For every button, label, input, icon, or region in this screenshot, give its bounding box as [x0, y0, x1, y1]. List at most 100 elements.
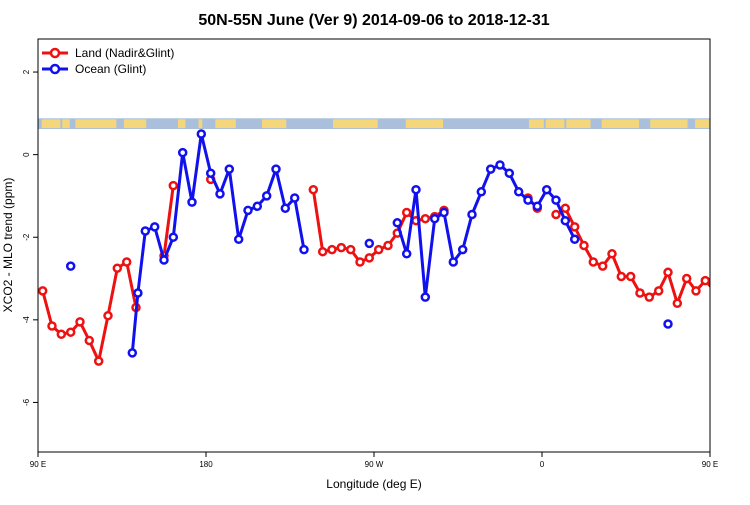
land-block [178, 119, 185, 128]
land-block [124, 119, 146, 128]
data-point [39, 287, 46, 294]
plot-frame [38, 39, 710, 452]
data-point [394, 219, 401, 226]
series-ocean [67, 131, 750, 357]
data-point [655, 287, 662, 294]
data-point [347, 246, 354, 253]
data-point [618, 273, 625, 280]
data-point [301, 246, 308, 253]
data-point [534, 203, 541, 210]
data-point [646, 294, 653, 301]
x-tick-label: 180 [199, 460, 213, 469]
legend-label: Land (Nadir&Glint) [75, 46, 174, 60]
data-point [693, 287, 700, 294]
data-point [637, 290, 644, 297]
data-point [310, 186, 317, 193]
data-point [129, 349, 136, 356]
data-point [235, 236, 242, 243]
data-point [403, 209, 410, 216]
data-point [525, 197, 532, 204]
data-point [58, 331, 65, 338]
data-point [543, 186, 550, 193]
data-point [562, 205, 569, 212]
data-point [702, 277, 709, 284]
data-point [273, 166, 280, 173]
data-point [665, 269, 672, 276]
series-layer [39, 131, 750, 365]
land-block [42, 119, 61, 128]
y-tick-label: -6 [22, 398, 31, 406]
data-point [357, 259, 364, 266]
data-point [67, 329, 74, 336]
data-point [459, 246, 466, 253]
data-point [590, 259, 597, 266]
data-point [711, 287, 718, 294]
data-point [441, 209, 448, 216]
data-point [497, 162, 504, 169]
data-point [375, 246, 382, 253]
land-block [75, 119, 116, 128]
data-point [553, 197, 560, 204]
data-point [151, 223, 158, 230]
series-line [556, 208, 750, 361]
y-tick-label: 0 [22, 152, 31, 157]
data-point [67, 263, 74, 270]
data-point [263, 192, 270, 199]
x-tick-label: 90 E [702, 460, 718, 469]
data-point [319, 248, 326, 255]
x-axis-label: Longitude (deg E) [326, 477, 421, 491]
data-point [403, 250, 410, 257]
land-block [199, 119, 203, 128]
land-block [333, 119, 378, 128]
data-point [627, 273, 634, 280]
data-point [170, 182, 177, 189]
data-point [123, 259, 130, 266]
land-block [62, 119, 69, 128]
data-point [291, 195, 298, 202]
x-tick-label: 90 W [365, 460, 384, 469]
data-point [431, 215, 438, 222]
data-point [478, 188, 485, 195]
data-point [562, 217, 569, 224]
data-point [469, 211, 476, 218]
legend: Land (Nadir&Glint) Ocean (Glint) [42, 46, 174, 76]
series-line [43, 262, 136, 361]
data-point [739, 329, 746, 336]
data-point [515, 188, 522, 195]
data-point [385, 242, 392, 249]
data-point [49, 323, 56, 330]
data-point [422, 215, 429, 222]
data-point [114, 265, 121, 272]
data-point [338, 244, 345, 251]
land-ocean-strip [38, 118, 750, 129]
data-point [226, 166, 233, 173]
land-block [546, 119, 565, 128]
data-point [86, 337, 93, 344]
data-point [77, 318, 84, 325]
series-land [39, 176, 750, 365]
y-axis-label: XCO2 - MLO trend (ppm) [1, 178, 15, 313]
data-point [170, 234, 177, 241]
data-point [161, 257, 168, 264]
data-point [730, 331, 737, 338]
data-point [366, 240, 373, 247]
y-tick-label: -2 [22, 233, 31, 241]
land-block [732, 119, 750, 128]
data-point [329, 246, 336, 253]
data-point [571, 236, 578, 243]
data-point [142, 228, 149, 235]
data-point [95, 358, 102, 365]
land-block [262, 119, 286, 128]
data-point [134, 290, 141, 297]
data-point [366, 254, 373, 261]
data-point [422, 294, 429, 301]
data-point [487, 166, 494, 173]
data-point [674, 300, 681, 307]
data-point [683, 275, 690, 282]
legend-label: Ocean (Glint) [75, 62, 146, 76]
legend-swatch-marker [51, 65, 59, 73]
data-point [179, 149, 186, 156]
y-tick-label: -4 [22, 316, 31, 324]
